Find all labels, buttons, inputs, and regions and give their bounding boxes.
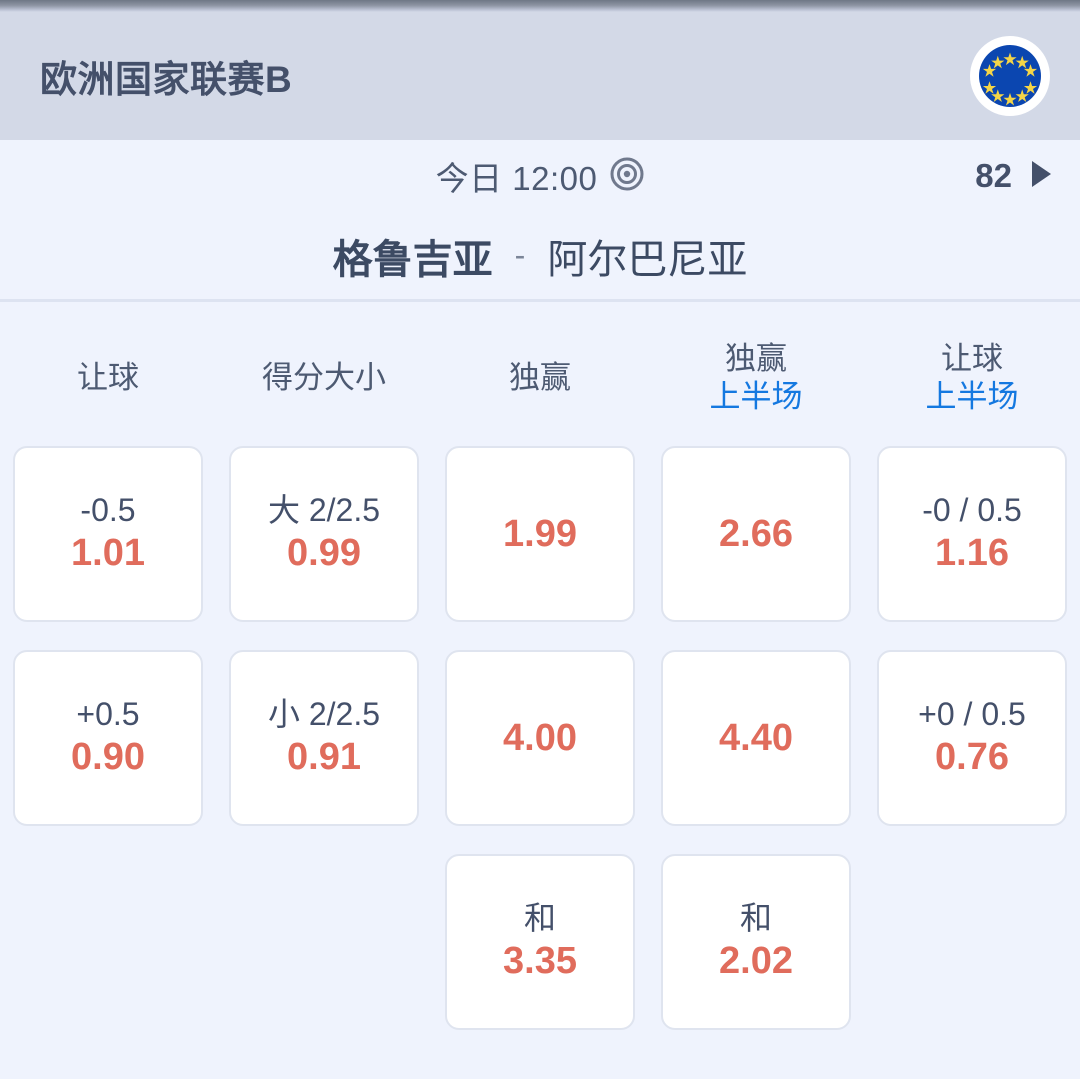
- odds-cell-slot: 小 2/2.5 0.91: [216, 636, 432, 840]
- odds-card[interactable]: +0 / 0.5 0.76: [877, 650, 1067, 826]
- odds-card-value: 2.66: [719, 512, 793, 555]
- markets-count: 82: [975, 157, 1012, 194]
- target-bullseye-icon: [610, 157, 644, 196]
- odds-card-value: 4.00: [503, 716, 577, 759]
- odds-card-value: 4.40: [719, 716, 793, 759]
- league-header: 欧洲国家联赛B: [0, 12, 1080, 140]
- odds-card[interactable]: 2.66: [661, 446, 851, 622]
- odds-card-label: 和: [739, 899, 772, 936]
- odds-card[interactable]: 和 2.02: [661, 854, 851, 1030]
- odds-cell-slot: +0.5 0.90: [0, 636, 216, 840]
- odds-card-label: -0.5: [80, 491, 136, 528]
- odds-card[interactable]: 4.40: [661, 650, 851, 826]
- odds-cell-slot-empty: [0, 840, 216, 1044]
- odds-card-value: 1.16: [935, 532, 1009, 575]
- play-triangle-right-icon[interactable]: [1030, 160, 1052, 193]
- league-title: 欧洲国家联赛B: [40, 59, 293, 100]
- odds-cell-slot: 大 2/2.5 0.99: [216, 432, 432, 636]
- column-header-moneyline: 独赢: [432, 324, 648, 432]
- odds-card[interactable]: +0.5 0.90: [13, 650, 203, 826]
- eu-flag-circle-icon: [970, 36, 1050, 116]
- teams-row[interactable]: 格鲁吉亚 - 阿尔巴尼亚: [0, 212, 1080, 302]
- odds-card[interactable]: 和 3.35: [445, 854, 635, 1030]
- odds-card-value: 0.99: [287, 532, 361, 575]
- odds-card-value: 1.01: [71, 532, 145, 575]
- odds-cell-slot: 和 3.35: [432, 840, 648, 1044]
- odds-card-label: -0 / 0.5: [922, 491, 1022, 528]
- odds-card[interactable]: -0.5 1.01: [13, 446, 203, 622]
- match-time-group: 今日 12:00: [436, 152, 645, 200]
- column-header-title: 让球: [77, 360, 139, 396]
- odds-card[interactable]: 1.99: [445, 446, 635, 622]
- odds-cell-slot: -0 / 0.5 1.16: [864, 432, 1080, 636]
- odds-card[interactable]: 4.00: [445, 650, 635, 826]
- column-header-title: 独赢: [725, 341, 787, 377]
- column-header-title: 让球: [941, 341, 1003, 377]
- odds-cell-slot: +0 / 0.5 0.76: [864, 636, 1080, 840]
- odds-card-value: 1.99: [503, 512, 577, 555]
- odds-card[interactable]: 大 2/2.5 0.99: [229, 446, 419, 622]
- home-team-name: 格鲁吉亚: [332, 237, 493, 282]
- column-header-moneyline-first-half: 独赢 上半场: [648, 324, 864, 432]
- odds-card-label: 小 2/2.5: [267, 695, 381, 732]
- odds-card[interactable]: 小 2/2.5 0.91: [229, 650, 419, 826]
- column-header-title: 得分大小: [262, 360, 386, 396]
- odds-card[interactable]: -0 / 0.5 1.16: [877, 446, 1067, 622]
- odds-card-value: 0.76: [935, 736, 1009, 779]
- column-header-handicap: 让球: [0, 324, 216, 432]
- odds-card-label: 大 2/2.5: [267, 491, 381, 528]
- odds-card-value: 3.35: [503, 940, 577, 983]
- column-header-subtitle: 上半场: [925, 379, 1019, 414]
- column-header-over-under: 得分大小: [216, 324, 432, 432]
- odds-cell-slot: 和 2.02: [648, 840, 864, 1044]
- column-header-subtitle: 上半场: [709, 379, 803, 414]
- match-time-label: 今日 12:00: [435, 160, 598, 197]
- odds-cell-slot-empty: [864, 840, 1080, 1044]
- odds-card-label: +0 / 0.5: [918, 695, 1026, 732]
- status-bar-strip: [0, 0, 1080, 12]
- markets-count-group[interactable]: 82: [975, 157, 1052, 195]
- odds-grid: -0.5 1.01 大 2/2.5 0.99 1.99 2.66 -0 /: [0, 432, 1080, 1044]
- column-header-title: 独赢: [509, 360, 571, 396]
- odds-cell-slot: 1.99: [432, 432, 648, 636]
- away-team-name: 阿尔巴尼亚: [547, 237, 748, 282]
- odds-card-value: 2.02: [719, 940, 793, 983]
- odds-cell-slot: 2.66: [648, 432, 864, 636]
- odds-card-value: 0.90: [71, 736, 145, 779]
- odds-cell-slot: 4.00: [432, 636, 648, 840]
- odds-card-value: 0.91: [287, 736, 361, 779]
- column-header-handicap-first-half: 让球 上半场: [864, 324, 1080, 432]
- odds-cell-slot-empty: [216, 840, 432, 1044]
- team-separator: -: [514, 237, 526, 273]
- odds-cell-slot: -0.5 1.01: [0, 432, 216, 636]
- odds-card-label: +0.5: [76, 695, 140, 732]
- markets-section: 让球 得分大小 独赢 独赢 上半场 让球 上半场 -0.5 1.01: [0, 302, 1080, 1044]
- odds-card-label: 和: [523, 899, 556, 936]
- odds-cell-slot: 4.40: [648, 636, 864, 840]
- match-meta-row: 今日 12:00 82: [0, 140, 1080, 212]
- market-column-headers: 让球 得分大小 独赢 独赢 上半场 让球 上半场: [0, 324, 1080, 432]
